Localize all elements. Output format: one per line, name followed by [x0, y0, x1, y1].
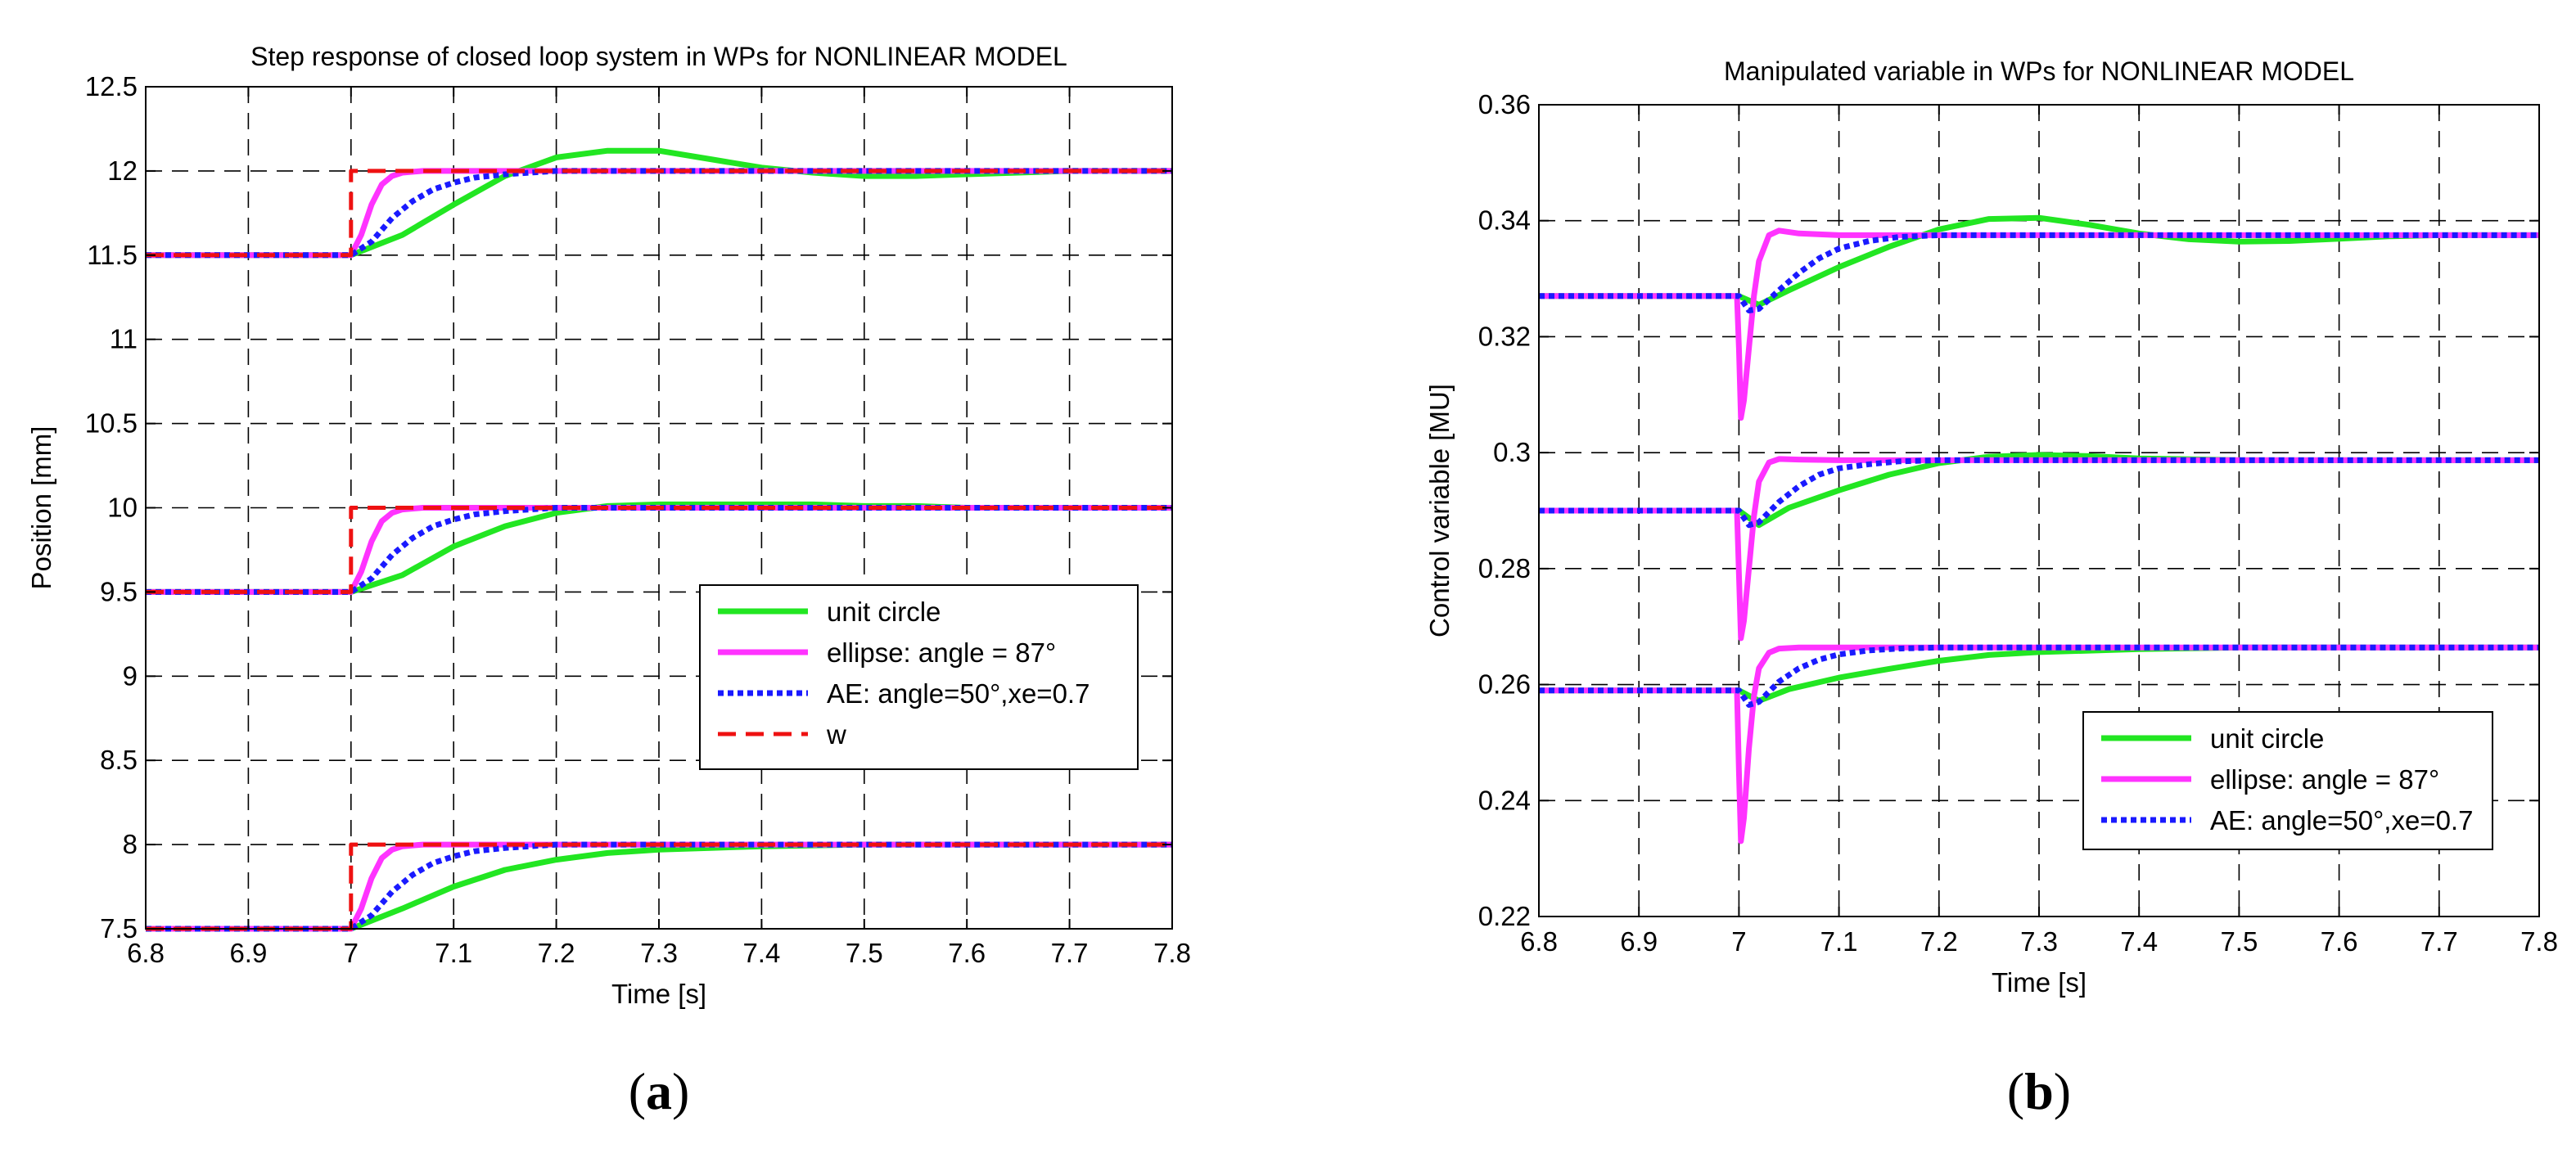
panel-label: (a) — [629, 1062, 690, 1120]
chart-title: Step response of closed loop system in W… — [250, 42, 1067, 71]
legend-label: AE: angle=50°,xe=0.7 — [2210, 805, 2473, 835]
x-tick-label: 7.7 — [1051, 938, 1089, 968]
series-line — [1539, 644, 2539, 844]
y-tick-label: 0.3 — [1493, 437, 1531, 467]
y-tick-label: 10.5 — [85, 408, 138, 439]
y-tick-label: 0.36 — [1478, 89, 1531, 119]
legend-label: unit circle — [827, 597, 941, 627]
panel-label-letter: b — [2024, 1062, 2054, 1120]
y-tick-label: 0.26 — [1478, 669, 1531, 700]
legend-label: ellipse: angle = 87° — [827, 637, 1056, 668]
y-tick-label: 7.5 — [100, 913, 138, 944]
series-line — [1539, 214, 2539, 308]
series-line — [146, 168, 1172, 259]
panel-label-close: ) — [672, 1062, 689, 1120]
x-tick-label: 7.6 — [948, 938, 986, 968]
series-line — [146, 506, 1172, 594]
x-axis-label: Time [s] — [611, 979, 706, 1009]
series-line — [146, 842, 1172, 931]
chart-panel-a: 6.8 6.9 7 7.1 7.2 7.3 7.4 7.5 7.6 7.7 7.8 7.5 8 8.5 9 9… — [26, 42, 1191, 1120]
x-tick-label: 7.4 — [742, 938, 780, 968]
ticks: 6.8 6.9 7 7.1 7.2 7.3 7.4 7.5 7.6 7.7 7.8 7.5 8 8.5 9 9… — [85, 71, 1191, 968]
y-tick-label: 12 — [107, 155, 138, 186]
x-tick-label: 7.5 — [846, 938, 883, 968]
y-tick-label: 0.22 — [1478, 901, 1531, 931]
legend-label: ellipse: angle = 87° — [2210, 764, 2439, 795]
series-line — [146, 169, 1172, 258]
y-tick-label: 9.5 — [100, 576, 138, 606]
x-tick-label: 6.8 — [1520, 926, 1558, 957]
series-line — [1539, 457, 2539, 529]
y-tick-label: 0.28 — [1478, 553, 1531, 583]
panel-label-letter: a — [646, 1062, 672, 1120]
x-tick-label: 7 — [1731, 926, 1746, 957]
panel-label-close: ) — [2054, 1062, 2071, 1120]
y-tick-label: 10 — [107, 493, 138, 523]
legend: unit circle ellipse: angle = 87° AE: angle… — [699, 584, 1139, 770]
x-tick-label: 7.5 — [2220, 926, 2258, 957]
legend-box — [699, 584, 1139, 770]
x-tick-label: 6.9 — [229, 938, 267, 968]
panel-label: (b) — [2007, 1062, 2071, 1120]
series-line — [146, 505, 1172, 595]
ticks: 6.8 6.9 7 7.1 7.2 7.3 7.4 7.5 7.6 7.7 7.8 0.22 0.24 0… — [1478, 89, 2558, 957]
x-tick-label: 7.7 — [2420, 926, 2458, 957]
y-tick-label: 8 — [123, 829, 138, 859]
legend-label: AE: angle=50°,xe=0.7 — [827, 678, 1089, 709]
chart-title: Manipulated variable in WPs for NONLINEA… — [1724, 56, 2354, 86]
y-tick-label: 11 — [110, 324, 138, 354]
x-tick-label: 7.2 — [1920, 926, 1958, 957]
series-2 — [1539, 232, 2539, 708]
series-2 — [146, 168, 1172, 932]
x-tick-label: 7 — [344, 938, 359, 968]
y-tick-label: 8.5 — [100, 745, 138, 775]
panel-label-open: ( — [629, 1062, 646, 1120]
series-line — [1539, 232, 2539, 313]
y-tick-label: 9 — [123, 660, 138, 691]
y-axis-label: Control variable [MU] — [1424, 384, 1455, 637]
x-tick-label: 7.3 — [2020, 926, 2058, 957]
y-tick-label: 0.34 — [1478, 205, 1531, 236]
y-tick-label: 12.5 — [85, 71, 138, 101]
x-tick-label: 7.1 — [435, 938, 472, 968]
y-tick-label: 11.5 — [87, 240, 138, 270]
series-line — [1539, 227, 2539, 421]
x-tick-label: 7.8 — [1153, 938, 1191, 968]
x-tick-label: 6.8 — [127, 938, 165, 968]
y-tick-label: 0.24 — [1478, 785, 1531, 815]
y-axis-label: Position [mm] — [26, 426, 56, 590]
x-tick-label: 6.9 — [1620, 926, 1658, 957]
x-tick-label: 7.2 — [538, 938, 575, 968]
x-tick-label: 7.6 — [2321, 926, 2358, 957]
x-tick-label: 7.3 — [640, 938, 678, 968]
x-tick-label: 7.8 — [2520, 926, 2558, 957]
legend-label: unit circle — [2210, 723, 2324, 754]
series-1 — [1539, 227, 2539, 844]
chart-panel-b: 6.8 6.9 7 7.1 7.2 7.3 7.4 7.5 7.6 7.7 7.8 0.22 0.24 0… — [1424, 56, 2558, 1120]
y-tick-label: 0.32 — [1478, 321, 1531, 351]
x-tick-label: 7.1 — [1820, 926, 1858, 957]
x-axis-label: Time [s] — [1992, 967, 2087, 998]
legend-label: w — [826, 719, 846, 750]
series-line — [146, 841, 1172, 932]
legend: unit circle ellipse: angle = 87° AE: angle… — [2082, 711, 2493, 850]
x-tick-label: 7.4 — [2120, 926, 2158, 957]
series-3 — [146, 169, 1172, 931]
series-line — [1539, 456, 2539, 642]
panel-label-open: ( — [2007, 1062, 2024, 1120]
